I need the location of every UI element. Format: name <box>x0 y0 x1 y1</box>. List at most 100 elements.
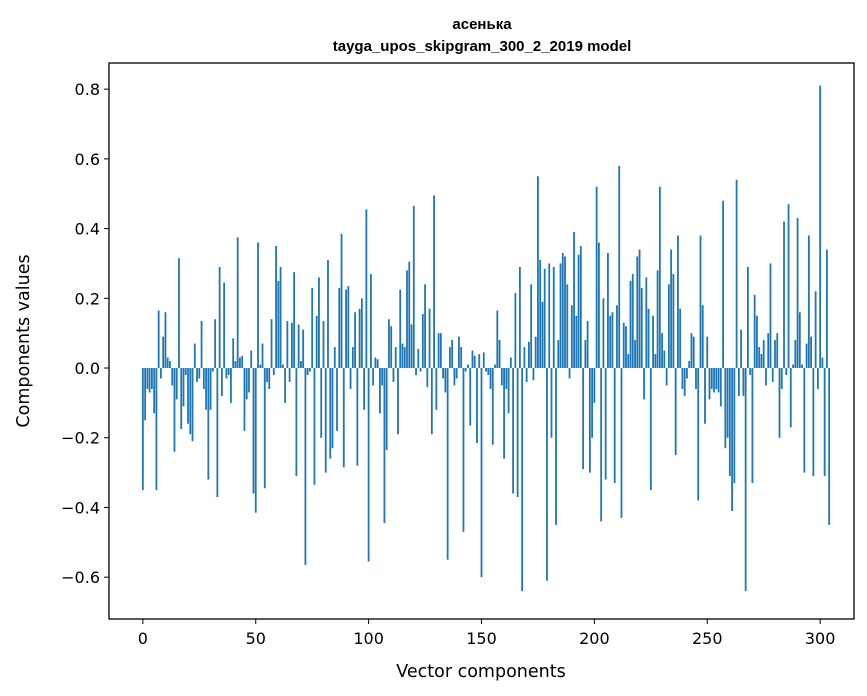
bar <box>767 333 770 369</box>
bar <box>774 340 776 369</box>
bar <box>178 258 180 369</box>
bar <box>658 186 661 369</box>
y-tick-label: −0.2 <box>61 429 100 448</box>
bar <box>433 195 435 369</box>
bar <box>706 336 709 369</box>
bar <box>227 368 230 375</box>
bar <box>566 284 569 369</box>
bar <box>579 246 582 369</box>
bar <box>695 368 697 389</box>
bar <box>805 343 808 369</box>
bar <box>753 294 756 369</box>
bar <box>699 235 702 369</box>
bar <box>351 347 354 369</box>
bar <box>798 312 801 369</box>
bar <box>164 312 167 369</box>
bar <box>756 315 758 369</box>
bar <box>514 293 517 369</box>
bar <box>586 320 589 369</box>
y-axis-label: Components values <box>14 254 34 427</box>
bar <box>717 368 720 393</box>
bar <box>236 237 239 369</box>
bar <box>647 308 650 369</box>
bar <box>758 347 761 369</box>
bar <box>602 298 605 369</box>
bar <box>762 340 765 369</box>
bar <box>252 368 255 494</box>
bar <box>636 256 639 369</box>
bar <box>397 368 399 435</box>
bar <box>245 368 248 400</box>
bar <box>306 368 309 375</box>
bar <box>728 368 731 477</box>
bar <box>304 368 307 565</box>
bar <box>169 361 171 369</box>
bar <box>162 336 165 369</box>
bar <box>645 277 648 369</box>
bar <box>760 354 763 369</box>
bar <box>688 361 691 369</box>
bar <box>363 368 366 410</box>
bar <box>329 368 332 459</box>
bar <box>672 273 675 369</box>
bar <box>512 368 515 494</box>
bar <box>148 368 151 393</box>
bar <box>521 368 524 592</box>
bar <box>342 368 345 468</box>
bar <box>385 368 388 450</box>
bar <box>261 343 264 369</box>
bar <box>241 355 244 369</box>
bar <box>593 368 596 403</box>
bar <box>257 242 259 369</box>
bar <box>198 368 201 379</box>
bar <box>473 355 476 369</box>
bar <box>150 368 153 389</box>
bar <box>776 333 779 369</box>
bar <box>792 364 794 369</box>
x-tick-label: 200 <box>579 629 610 648</box>
bar <box>819 85 822 369</box>
bar <box>652 315 654 369</box>
bar <box>444 368 447 393</box>
bar <box>595 186 598 369</box>
bar <box>153 368 156 414</box>
y-tick-label: 0.0 <box>75 359 100 378</box>
bar <box>724 368 727 449</box>
bar <box>365 209 368 369</box>
bar <box>315 315 318 369</box>
bar <box>534 336 537 369</box>
bar <box>577 254 580 369</box>
bar <box>665 368 668 386</box>
bar <box>193 343 196 369</box>
bar <box>268 368 271 389</box>
bar <box>812 368 815 477</box>
bar <box>223 282 226 369</box>
bar <box>207 368 210 480</box>
bar <box>469 368 472 426</box>
bar <box>541 301 544 369</box>
bar <box>622 322 625 369</box>
bar <box>225 368 228 379</box>
bar <box>677 235 679 369</box>
bar <box>543 268 546 369</box>
bar <box>211 368 214 372</box>
bar <box>494 364 496 369</box>
bar <box>710 368 713 389</box>
bar <box>324 368 327 473</box>
bar <box>200 320 203 369</box>
bar <box>311 287 314 369</box>
bar <box>681 368 684 389</box>
bar <box>286 320 289 369</box>
bar <box>649 368 652 491</box>
bar <box>532 368 535 381</box>
bar <box>460 347 463 369</box>
bar <box>281 364 284 369</box>
x-axis-label: Vector components <box>396 662 565 682</box>
bar <box>288 368 291 382</box>
bar <box>640 287 643 369</box>
y-axis-ticks: 0.8 0.6 0.4 0.2 0.0 −0.2 −0.4 −0.6 <box>61 80 109 587</box>
bar <box>187 368 189 424</box>
bar <box>358 308 361 369</box>
bar <box>528 341 530 369</box>
bar <box>537 176 539 369</box>
